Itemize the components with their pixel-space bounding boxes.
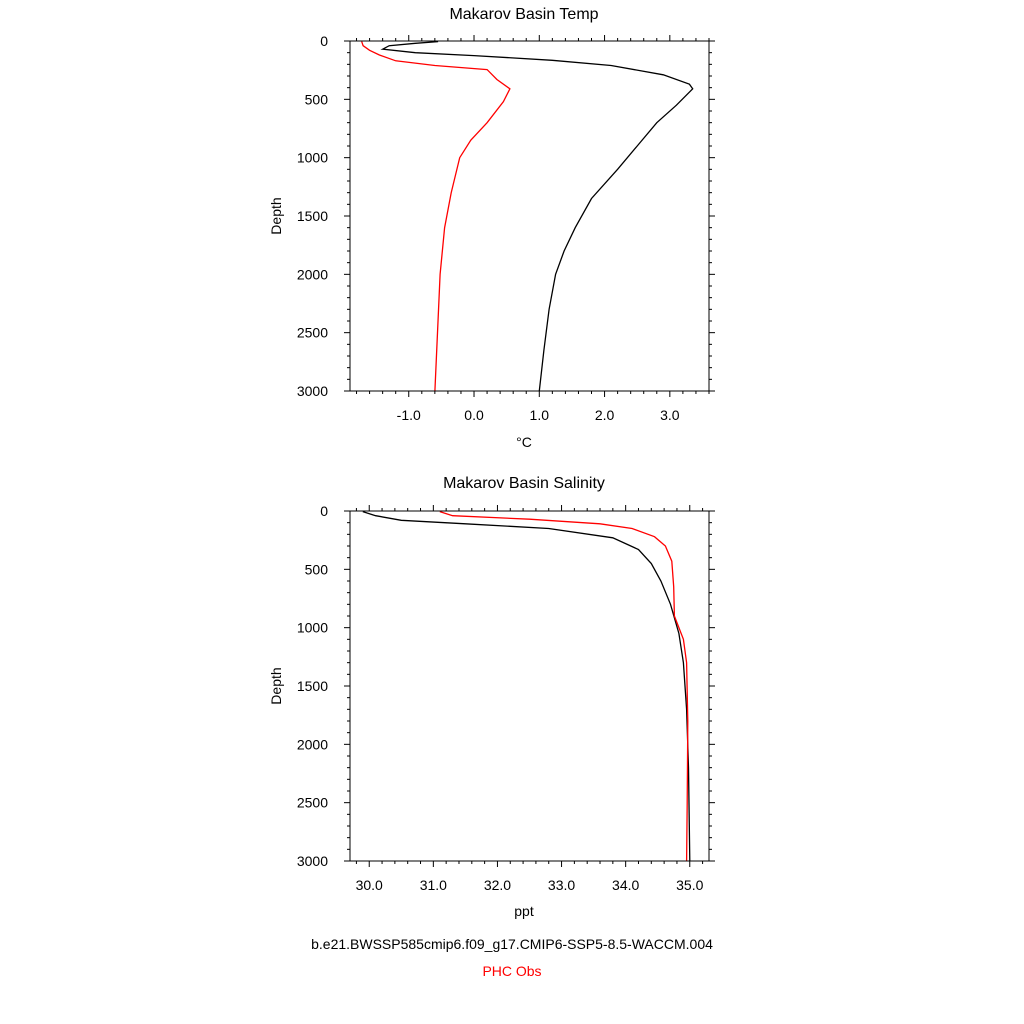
temp-x-tick-label: 3.0 [660,407,680,423]
salinity-x-axis-label: ppt [514,903,534,919]
salinity-y-axis-label: Depth [268,667,284,704]
salinity-chart-title: Makarov Basin Salinity [443,475,605,492]
temp-series-layer [361,40,694,392]
temp-y-tick-label: 1000 [297,150,328,166]
model-run-caption: b.e21.BWSSP585cmip6.f09_g17.CMIP6-SSP5-8… [311,936,713,952]
temp-plot-frame [349,40,710,392]
temp-y-tick-label: 2500 [297,325,328,341]
salinity-y-tick-label: 1000 [297,620,328,636]
salinity-tick-layer: 30.0 31.0 32.0 33.0 34.0 35.0 0 500 1000 1500 2000… [297,503,715,893]
salinity-y-tick-label: 0 [320,503,328,519]
temp-x-tick-label: -1.0 [397,407,421,423]
observation-caption: PHC Obs [482,963,542,979]
salinity-y-tick-label: 1500 [297,678,328,694]
temp-y-tick-label: 0 [320,33,328,49]
salinity-y-tick-label: 500 [305,561,329,577]
temp-y-tick-label: 500 [305,91,329,107]
temp-y-tick-label: 1500 [297,208,328,224]
temp-obs-line [361,41,511,392]
temp-x-tick-label: 1.0 [530,407,550,423]
salinity-y-tick-label: 2000 [297,736,328,752]
salinity-panel: Makarov Basin Salinity 30.0 31.0 32.0 33.0 3… [268,475,715,919]
salinity-x-tick-label: 31.0 [420,877,447,893]
salinity-x-tick-label: 34.0 [612,877,639,893]
salinity-y-tick-label: 2500 [297,795,328,811]
salinity-x-tick-label: 30.0 [356,877,383,893]
salinity-x-tick-label: 35.0 [676,877,703,893]
salinity-x-tick-label: 32.0 [484,877,511,893]
salinity-obs-line [439,510,689,862]
salinity-model-line [362,510,691,862]
temp-y-tick-label: 3000 [297,383,328,399]
temp-x-tick-label: 0.0 [464,407,484,423]
salinity-plot-frame [349,510,710,862]
temp-tick-layer: -1.0 0.0 1.0 2.0 3.0 0 500 1000 1500 2000 2500 3000 [297,33,715,423]
salinity-x-tick-label: 33.0 [548,877,575,893]
salinity-y-tick-label: 3000 [297,853,328,869]
temp-panel: Makarov Basin Temp -1.0 0.0 1.0 2.0 3.0 0 500 1… [268,6,715,450]
temp-x-axis-label: °C [516,434,532,450]
temp-chart-title: Makarov Basin Temp [449,6,598,23]
temp-model-line [380,40,694,392]
temp-y-tick-label: 2000 [297,266,328,282]
temp-y-axis-label: Depth [268,197,284,234]
salinity-series-layer [362,510,691,862]
temp-x-tick-label: 2.0 [595,407,615,423]
